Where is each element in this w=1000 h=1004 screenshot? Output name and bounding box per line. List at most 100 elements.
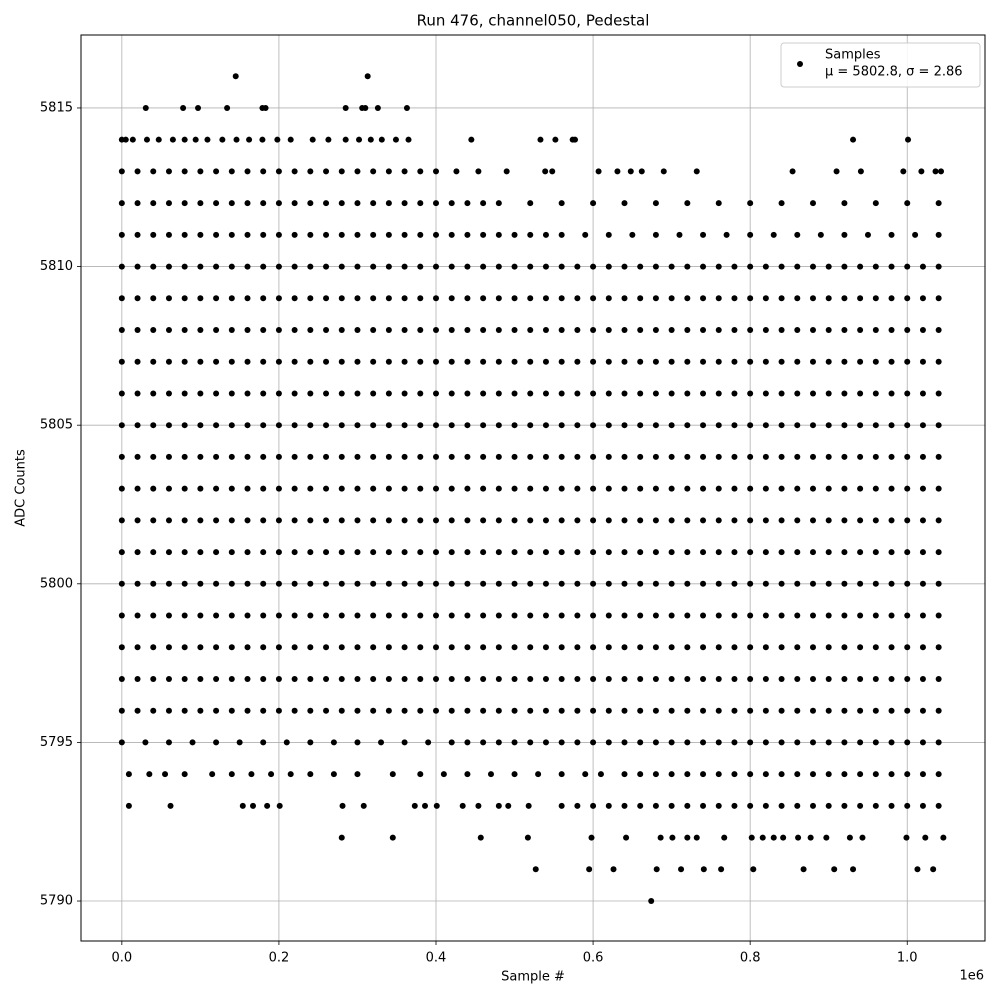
point (715, 327, 722, 334)
point (700, 707, 707, 714)
point (542, 295, 549, 302)
point (637, 739, 644, 746)
point (291, 644, 298, 651)
point (715, 771, 722, 778)
point (668, 327, 675, 334)
point (850, 866, 857, 873)
point (590, 453, 597, 460)
point (857, 802, 864, 809)
point (904, 675, 911, 682)
point (668, 802, 675, 809)
point (888, 453, 895, 460)
point (495, 549, 502, 556)
point (239, 802, 246, 809)
point (181, 168, 188, 175)
point (841, 644, 848, 651)
point (401, 327, 408, 334)
point (684, 580, 691, 587)
point (464, 644, 471, 651)
point (354, 422, 361, 429)
point (283, 739, 290, 746)
legend: Samples μ = 5802.8, σ = 2.86 (780, 42, 981, 88)
point (652, 200, 659, 207)
point (143, 136, 150, 143)
point (268, 771, 275, 778)
point (433, 675, 440, 682)
point (244, 168, 251, 175)
point (495, 327, 502, 334)
point (857, 612, 864, 619)
point (262, 104, 269, 111)
point (684, 422, 691, 429)
point (260, 168, 267, 175)
point (935, 517, 942, 524)
point (652, 358, 659, 365)
point (542, 612, 549, 619)
point (888, 390, 895, 397)
point (621, 675, 628, 682)
point (385, 327, 392, 334)
point (385, 390, 392, 397)
point (542, 390, 549, 397)
point (338, 168, 345, 175)
point (532, 866, 539, 873)
point (605, 644, 612, 651)
point (181, 580, 188, 587)
point (648, 898, 655, 905)
point (833, 168, 840, 175)
point (809, 771, 816, 778)
point (448, 422, 455, 429)
point (904, 390, 911, 397)
point (684, 327, 691, 334)
point (228, 549, 235, 556)
point (330, 771, 337, 778)
point (244, 327, 251, 334)
point (370, 485, 377, 492)
point (527, 517, 534, 524)
point (165, 739, 172, 746)
point (433, 612, 440, 619)
point (652, 485, 659, 492)
point (197, 644, 204, 651)
point (417, 707, 424, 714)
point (759, 834, 766, 841)
point (718, 866, 725, 873)
point (574, 675, 581, 682)
point (888, 485, 895, 492)
point (323, 231, 330, 238)
point (590, 485, 597, 492)
point (524, 834, 531, 841)
point (935, 358, 942, 365)
point (527, 295, 534, 302)
point (275, 675, 282, 682)
point (841, 739, 848, 746)
point (385, 517, 392, 524)
chart-title: Run 476, channel050, Pedestal (417, 12, 650, 30)
point (731, 390, 738, 397)
point (213, 739, 220, 746)
point (511, 644, 518, 651)
point (417, 517, 424, 524)
point (274, 136, 281, 143)
point (590, 675, 597, 682)
point (118, 644, 125, 651)
point (480, 485, 487, 492)
point (246, 136, 253, 143)
point (228, 358, 235, 365)
point (590, 707, 597, 714)
point (323, 295, 330, 302)
point (385, 549, 392, 556)
point (354, 453, 361, 460)
point (197, 263, 204, 270)
point (464, 358, 471, 365)
point (715, 422, 722, 429)
point (291, 453, 298, 460)
point (652, 580, 659, 587)
point (417, 168, 424, 175)
points (118, 73, 947, 905)
point (480, 422, 487, 429)
point (150, 168, 157, 175)
point (307, 517, 314, 524)
point (558, 517, 565, 524)
point (888, 231, 895, 238)
